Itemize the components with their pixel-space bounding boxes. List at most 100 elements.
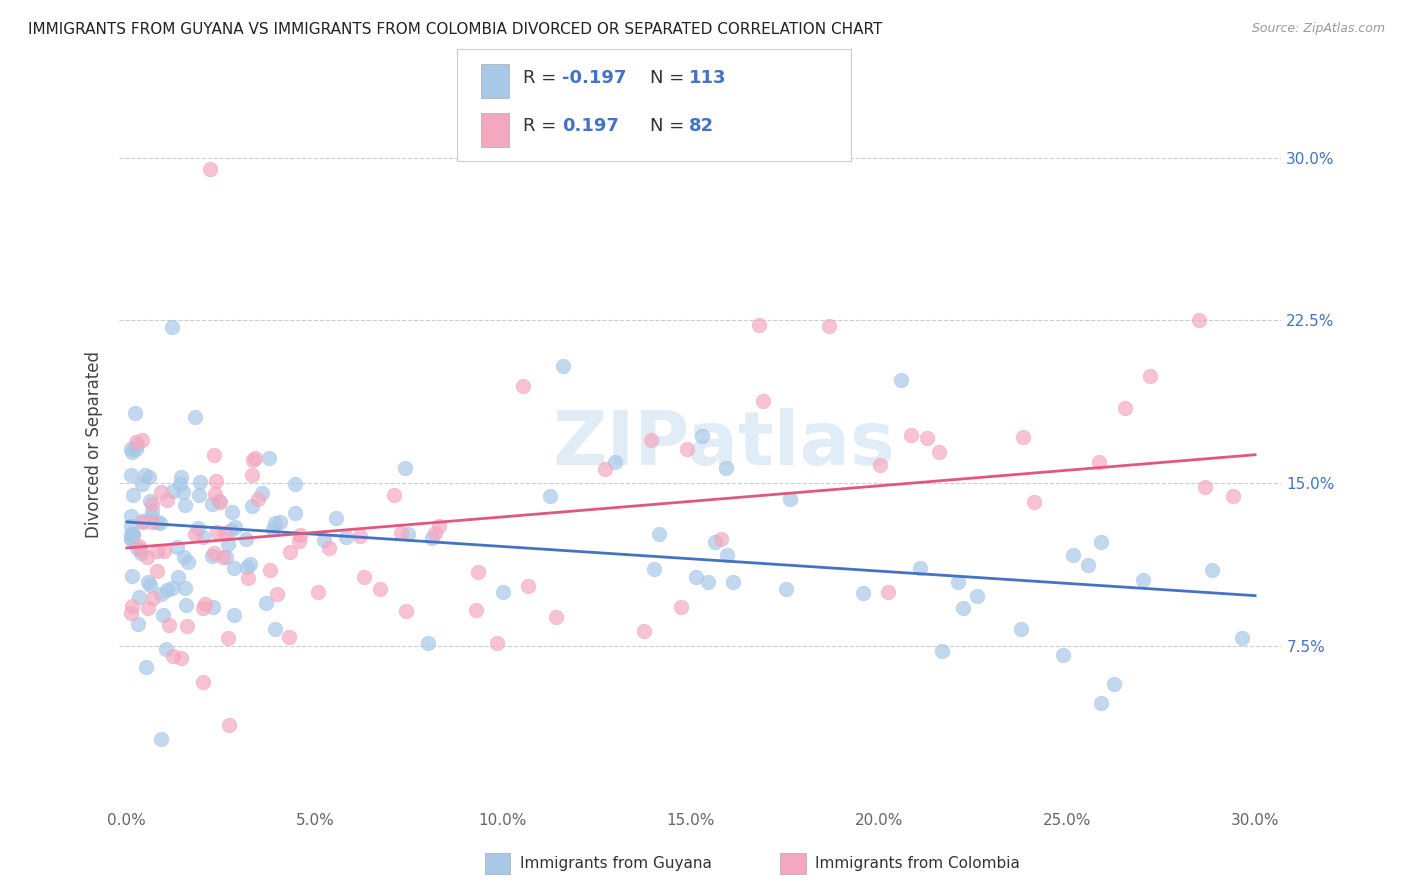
Point <box>633 624 655 639</box>
Point <box>915 431 938 445</box>
Point <box>648 527 671 541</box>
Point <box>716 548 738 562</box>
Point <box>172 484 194 499</box>
Point <box>254 597 277 611</box>
Point <box>129 546 152 560</box>
Point <box>120 527 142 541</box>
Point <box>512 379 534 393</box>
Text: Immigrants from Colombia: Immigrants from Colombia <box>815 856 1021 871</box>
Point <box>174 581 197 595</box>
Point <box>205 525 228 540</box>
Point <box>544 610 567 624</box>
Point <box>946 575 969 590</box>
Point <box>153 544 176 558</box>
Point <box>188 488 211 502</box>
Point <box>141 504 163 518</box>
Point <box>184 409 207 424</box>
Point <box>245 451 267 466</box>
Point <box>869 458 891 472</box>
Text: ZIPatlas: ZIPatlas <box>553 409 894 482</box>
Point <box>152 607 174 622</box>
Point <box>262 522 284 536</box>
Point <box>817 319 839 334</box>
Text: 113: 113 <box>689 69 727 87</box>
Point <box>170 469 193 483</box>
Point <box>139 494 162 508</box>
Point <box>120 508 142 523</box>
Point <box>1194 480 1216 494</box>
Point <box>394 460 416 475</box>
Point <box>1022 494 1045 508</box>
Point <box>240 500 263 514</box>
Point <box>188 475 211 489</box>
Point <box>876 585 898 599</box>
Point <box>685 570 707 584</box>
Point <box>1088 455 1111 469</box>
Point <box>160 581 183 595</box>
Point <box>125 438 148 452</box>
Point <box>160 319 183 334</box>
Point <box>696 575 718 590</box>
Point <box>264 622 287 636</box>
Point <box>202 546 225 560</box>
Point <box>124 406 146 420</box>
Point <box>120 467 142 482</box>
Point <box>240 467 263 482</box>
Point <box>389 525 412 540</box>
Point <box>198 161 221 176</box>
Point <box>121 528 143 542</box>
Point <box>669 600 692 615</box>
Point <box>643 562 665 576</box>
Point <box>156 583 179 598</box>
Point <box>551 359 574 373</box>
Point <box>145 564 167 578</box>
Point <box>395 604 418 618</box>
Point <box>131 514 153 528</box>
Point <box>166 540 188 554</box>
Point <box>928 445 950 459</box>
Point <box>714 460 737 475</box>
Point <box>120 531 142 545</box>
Point <box>900 428 922 442</box>
Point <box>209 495 232 509</box>
Point <box>121 568 143 582</box>
Point <box>257 451 280 466</box>
Point <box>173 498 195 512</box>
Point <box>125 435 148 450</box>
Point <box>1222 489 1244 503</box>
Point <box>177 555 200 569</box>
Point <box>748 318 770 332</box>
Point <box>420 532 443 546</box>
Point <box>751 394 773 409</box>
Point <box>1201 563 1223 577</box>
Point <box>132 515 155 529</box>
Point <box>221 523 243 537</box>
Point <box>1139 369 1161 384</box>
Point <box>250 486 273 500</box>
Point <box>221 505 243 519</box>
Text: R =: R = <box>523 117 562 135</box>
Point <box>141 591 163 605</box>
Point <box>128 539 150 553</box>
Point <box>382 488 405 502</box>
Point <box>170 650 193 665</box>
Point <box>120 442 142 456</box>
Point <box>676 442 699 457</box>
Point <box>145 543 167 558</box>
Point <box>149 731 172 746</box>
Point <box>120 518 142 533</box>
Point <box>236 571 259 585</box>
Point <box>215 550 238 565</box>
Point <box>138 575 160 590</box>
Point <box>208 493 231 508</box>
Point <box>325 511 347 525</box>
Text: IMMIGRANTS FROM GUYANA VS IMMIGRANTS FROM COLOMBIA DIVORCED OR SEPARATED CORRELA: IMMIGRANTS FROM GUYANA VS IMMIGRANTS FRO… <box>28 22 883 37</box>
Text: R =: R = <box>523 69 562 87</box>
Point <box>516 579 538 593</box>
Point <box>269 515 291 529</box>
Point <box>121 527 143 541</box>
Point <box>1090 696 1112 710</box>
Point <box>176 619 198 633</box>
Point <box>353 570 375 584</box>
Point <box>193 530 215 544</box>
